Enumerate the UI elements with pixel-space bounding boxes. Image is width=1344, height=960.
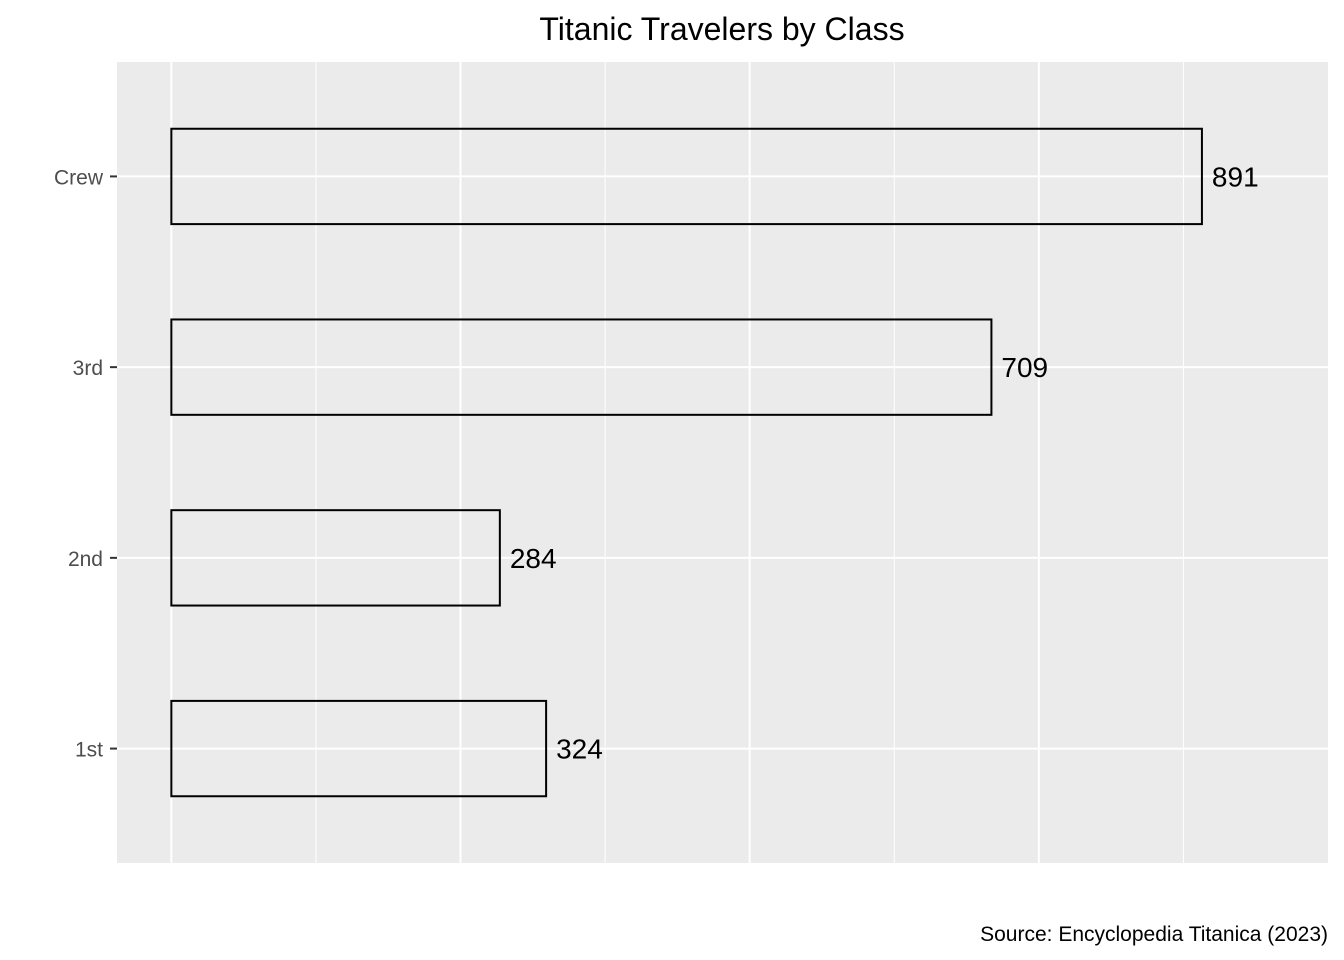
bar-3rd [170, 318, 993, 416]
bar-1st [170, 699, 548, 798]
data-label-1st: 324 [556, 734, 603, 765]
y-tick-label-1st: 1st [75, 739, 103, 762]
bar-2nd [170, 509, 501, 607]
y-tick-label-crew: Crew [54, 166, 104, 189]
data-label-crew: 891 [1212, 161, 1259, 192]
gridlines [117, 62, 1328, 863]
chart-title: Titanic Travelers by Class [539, 11, 904, 47]
chart-caption: Source: Encyclopedia Titanica (2023) [980, 923, 1328, 946]
data-labels: 324 284 709 891 [510, 161, 1259, 764]
y-axis: 1st 2nd 3rd Crew [54, 166, 117, 762]
data-label-2nd: 284 [510, 543, 557, 574]
y-tick-label-2nd: 2nd [68, 548, 103, 571]
bar-crew [170, 127, 1203, 226]
data-label-3rd: 709 [1001, 352, 1048, 383]
bars [170, 127, 1203, 798]
y-tick-label-3rd: 3rd [73, 357, 103, 380]
plot-panel [117, 62, 1328, 863]
